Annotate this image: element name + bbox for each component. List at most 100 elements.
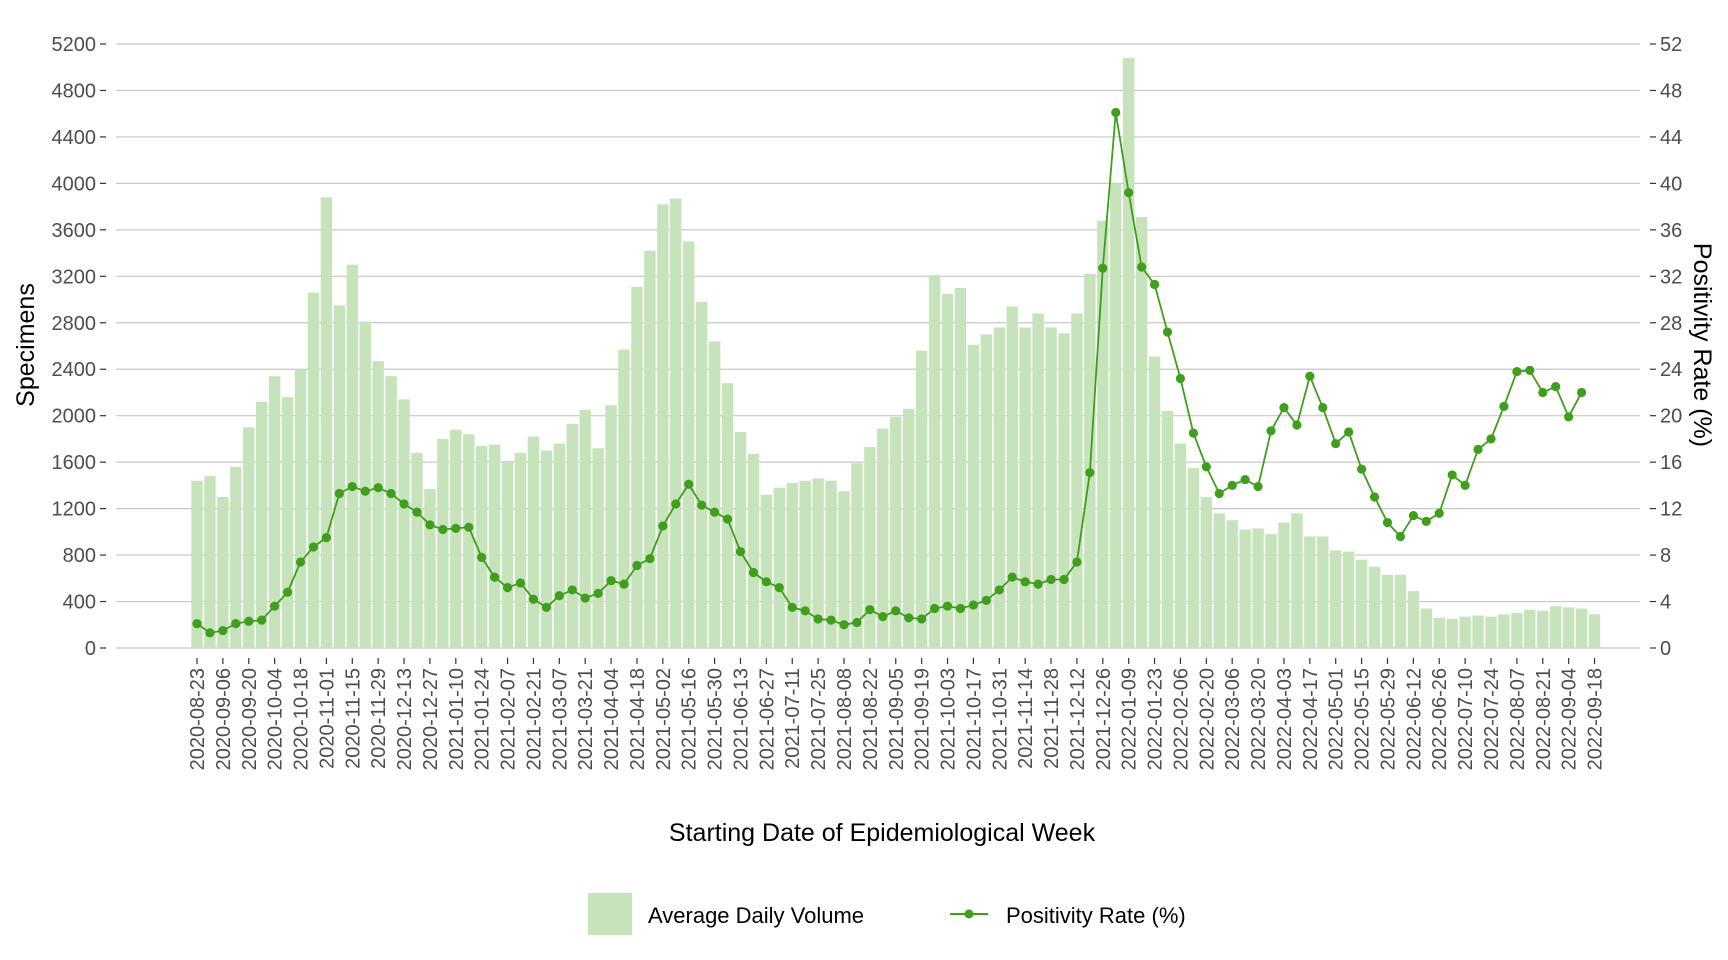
bar <box>954 287 967 648</box>
bar <box>553 443 566 648</box>
x-tick-label: 2022-01-23 <box>1145 668 1167 770</box>
positivity-point <box>865 605 875 615</box>
bar <box>786 483 798 648</box>
positivity-point <box>826 615 836 625</box>
positivity-point <box>1305 371 1315 381</box>
legend: Average Daily Volume Positivity Rate (%) <box>588 893 1186 935</box>
bar <box>540 450 553 648</box>
positivity-point <box>1512 366 1522 377</box>
bar <box>346 264 358 648</box>
x-tick-label: 2021-03-21 <box>575 668 597 770</box>
x-tick-label: 2021-05-02 <box>653 668 675 770</box>
x-tick-label: 2020-09-06 <box>213 668 235 770</box>
positivity-point <box>917 614 927 624</box>
bar <box>1097 220 1109 649</box>
bar <box>1342 551 1355 648</box>
right-y-tick-label: 40 <box>1660 173 1682 195</box>
positivity-point <box>684 479 694 489</box>
x-tick-label: 2022-02-20 <box>1196 668 1218 770</box>
right-y-tick-label: 28 <box>1660 313 1682 335</box>
bar <box>1122 57 1135 648</box>
bar <box>1459 616 1471 648</box>
x-tick-label: 2021-01-24 <box>472 668 494 770</box>
bar <box>1394 574 1407 648</box>
positivity-point <box>464 522 474 532</box>
bar <box>928 275 941 648</box>
positivity-point <box>697 500 707 510</box>
positivity-point <box>541 602 551 612</box>
positivity-point <box>671 499 681 509</box>
positivity-point <box>722 514 733 524</box>
positivity-point <box>1292 420 1302 430</box>
bar <box>1511 613 1523 648</box>
positivity-point <box>282 587 293 597</box>
positivity-point <box>800 606 810 616</box>
positivity-point <box>1369 492 1380 502</box>
x-tick-label: 2022-04-17 <box>1300 668 1322 770</box>
bar <box>838 491 850 648</box>
bar <box>256 401 268 648</box>
x-tick-label: 2021-09-05 <box>886 668 908 770</box>
bar <box>320 197 333 649</box>
positivity-point <box>632 560 642 571</box>
bar <box>605 405 617 648</box>
bar <box>1472 615 1484 648</box>
positivity-point <box>231 619 241 629</box>
positivity-point <box>645 553 655 564</box>
positivity-point <box>257 615 267 625</box>
positivity-point <box>1188 428 1198 438</box>
left-y-tick-label: 2400 <box>52 359 97 381</box>
positivity-point <box>334 488 344 499</box>
right-y-tick-label: 0 <box>1660 638 1671 660</box>
bar <box>1200 497 1213 648</box>
bar <box>437 438 449 648</box>
bar <box>243 427 255 648</box>
x-axis-title: Starting Date of Epidemiological Week <box>669 819 1096 847</box>
positivity-point <box>787 602 797 612</box>
bar <box>1019 327 1031 648</box>
bar <box>1110 183 1122 648</box>
positivity-point <box>477 552 487 563</box>
positivity-point <box>347 481 357 492</box>
bar <box>411 452 423 648</box>
x-tick-label: 2022-05-15 <box>1352 668 1374 770</box>
x-tick-label: 2022-08-07 <box>1507 668 1529 770</box>
bar <box>191 480 203 648</box>
legend-line-marker <box>964 909 974 919</box>
legend-bar-label: Average Daily Volume <box>648 903 864 928</box>
bar <box>864 447 876 648</box>
x-tick-label: 2021-10-03 <box>938 668 960 770</box>
bar <box>579 409 591 648</box>
x-tick-label: 2021-04-04 <box>601 668 623 770</box>
positivity-point <box>490 572 500 582</box>
x-tick-label: 2021-11-28 <box>1041 668 1063 769</box>
x-tick-label: 2022-08-21 <box>1533 668 1555 770</box>
bar <box>333 305 346 648</box>
positivity-point <box>619 579 629 589</box>
right-y-axis-title: Positivity Rate (%) <box>1688 243 1716 447</box>
positivity-point <box>878 612 888 622</box>
bar <box>1187 467 1200 648</box>
bar <box>1239 529 1251 648</box>
x-tick-label: 2022-07-10 <box>1455 668 1477 770</box>
bar <box>1213 513 1225 648</box>
positivity-point <box>1124 188 1134 198</box>
positivity-point <box>1421 516 1431 526</box>
bar <box>1058 333 1070 648</box>
bar <box>1304 536 1316 648</box>
bar <box>1265 534 1277 648</box>
right-y-tick-label: 32 <box>1660 266 1682 288</box>
bar <box>734 431 747 648</box>
positivity-point <box>1214 488 1224 499</box>
bar <box>385 376 397 648</box>
bar <box>1433 617 1445 648</box>
positivity-point <box>904 613 914 623</box>
positivity-point <box>502 583 513 593</box>
bar <box>204 476 216 648</box>
bar <box>915 350 928 648</box>
bar <box>1252 528 1264 648</box>
positivity-point <box>710 507 720 517</box>
bar <box>566 423 578 648</box>
positivity-point <box>1137 262 1147 272</box>
positivity-point <box>852 617 862 628</box>
